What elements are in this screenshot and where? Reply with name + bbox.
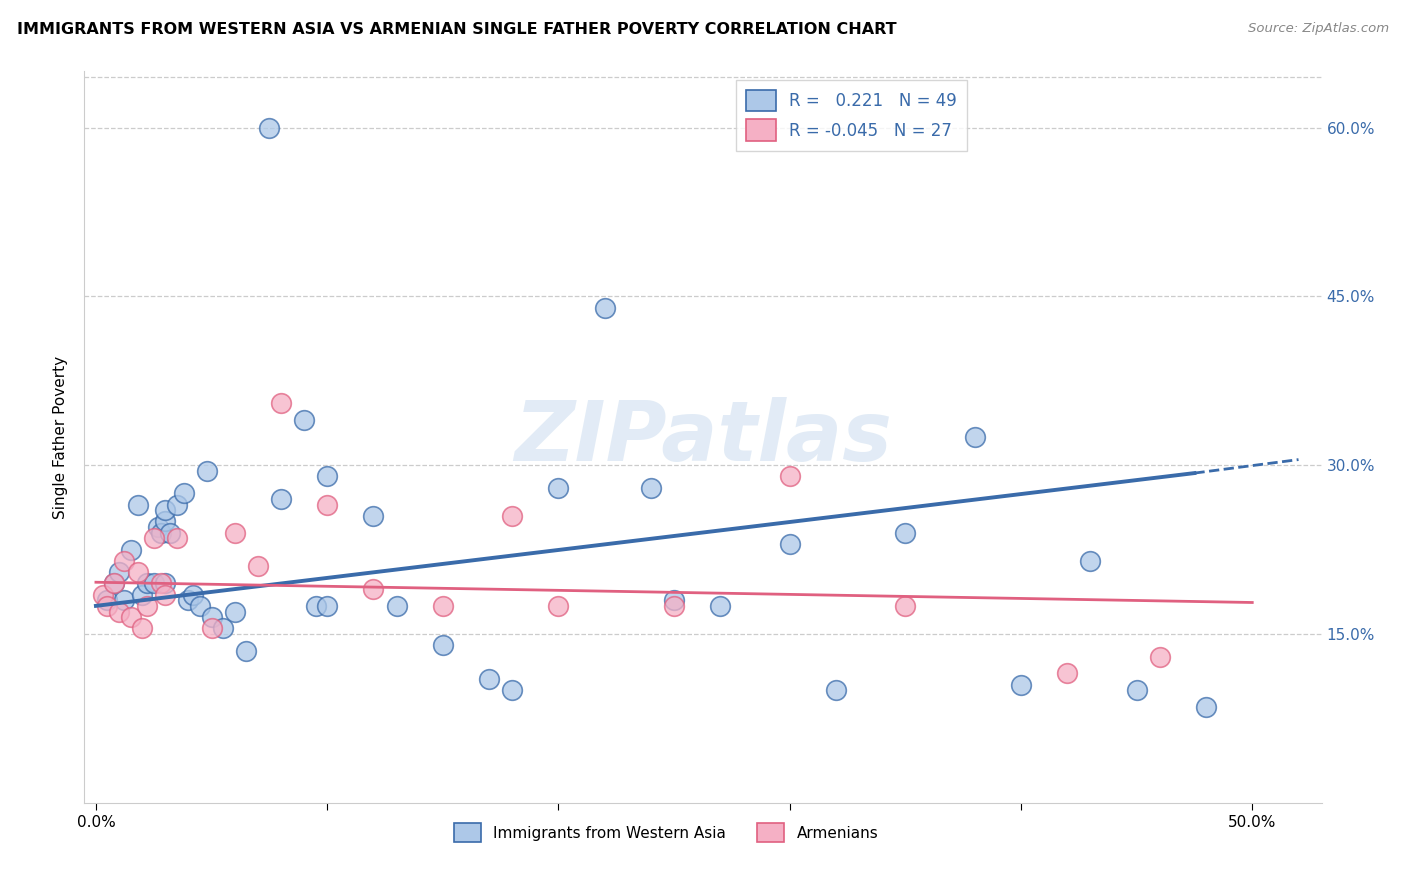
Point [316, 498, 339, 512]
Point [478, 672, 501, 686]
Point [662, 593, 685, 607]
Point [135, 599, 157, 613]
Point [166, 532, 188, 546]
Point [1010, 678, 1032, 692]
Point [235, 644, 257, 658]
Point [224, 605, 246, 619]
Point [96, 599, 118, 613]
Point [640, 481, 662, 495]
Point [112, 554, 135, 568]
Point [363, 582, 385, 596]
Point [108, 605, 131, 619]
Point [91, 588, 114, 602]
Point [662, 599, 685, 613]
Point [142, 576, 165, 591]
Point [292, 413, 315, 427]
Point [1056, 666, 1078, 681]
Point [501, 683, 523, 698]
Point [593, 301, 616, 315]
Point [148, 520, 170, 534]
Point [149, 576, 172, 591]
Point [432, 638, 454, 652]
Point [709, 599, 731, 613]
Text: Source: ZipAtlas.com: Source: ZipAtlas.com [1249, 22, 1389, 36]
Point [142, 532, 165, 546]
Point [363, 508, 385, 523]
Point [195, 464, 218, 478]
Point [779, 469, 801, 483]
Y-axis label: Single Father Poverty: Single Father Poverty [53, 356, 69, 518]
Point [127, 498, 149, 512]
Point [173, 486, 195, 500]
Point [825, 683, 848, 698]
Point [155, 588, 177, 602]
Point [155, 515, 177, 529]
Point [149, 525, 172, 540]
Point [135, 576, 157, 591]
Point [200, 610, 222, 624]
Point [127, 565, 149, 579]
Point [963, 430, 986, 444]
Point [270, 396, 292, 410]
Point [181, 588, 204, 602]
Point [120, 542, 142, 557]
Point [112, 593, 135, 607]
Text: ZIPatlas: ZIPatlas [515, 397, 891, 477]
Point [246, 559, 269, 574]
Point [108, 565, 131, 579]
Point [501, 508, 523, 523]
Point [103, 576, 125, 591]
Point [385, 599, 408, 613]
Point [270, 491, 292, 506]
Point [779, 537, 801, 551]
Point [188, 599, 211, 613]
Point [120, 610, 142, 624]
Point [304, 599, 326, 613]
Point [547, 481, 569, 495]
Point [1125, 683, 1147, 698]
Point [894, 525, 917, 540]
Point [1195, 700, 1218, 714]
Point [1149, 649, 1171, 664]
Point [259, 120, 281, 135]
Point [103, 576, 125, 591]
Point [1080, 554, 1102, 568]
Point [547, 599, 569, 613]
Point [177, 593, 200, 607]
Point [159, 525, 181, 540]
Point [131, 621, 153, 635]
Point [894, 599, 917, 613]
Point [131, 588, 153, 602]
Text: IMMIGRANTS FROM WESTERN ASIA VS ARMENIAN SINGLE FATHER POVERTY CORRELATION CHART: IMMIGRANTS FROM WESTERN ASIA VS ARMENIAN… [17, 22, 897, 37]
Point [212, 621, 235, 635]
Point [155, 576, 177, 591]
Point [316, 469, 339, 483]
Point [316, 599, 339, 613]
Point [432, 599, 454, 613]
Point [200, 621, 222, 635]
Legend: Immigrants from Western Asia, Armenians: Immigrants from Western Asia, Armenians [446, 815, 886, 850]
Point [96, 593, 118, 607]
Point [155, 503, 177, 517]
Point [224, 525, 246, 540]
Point [166, 498, 188, 512]
